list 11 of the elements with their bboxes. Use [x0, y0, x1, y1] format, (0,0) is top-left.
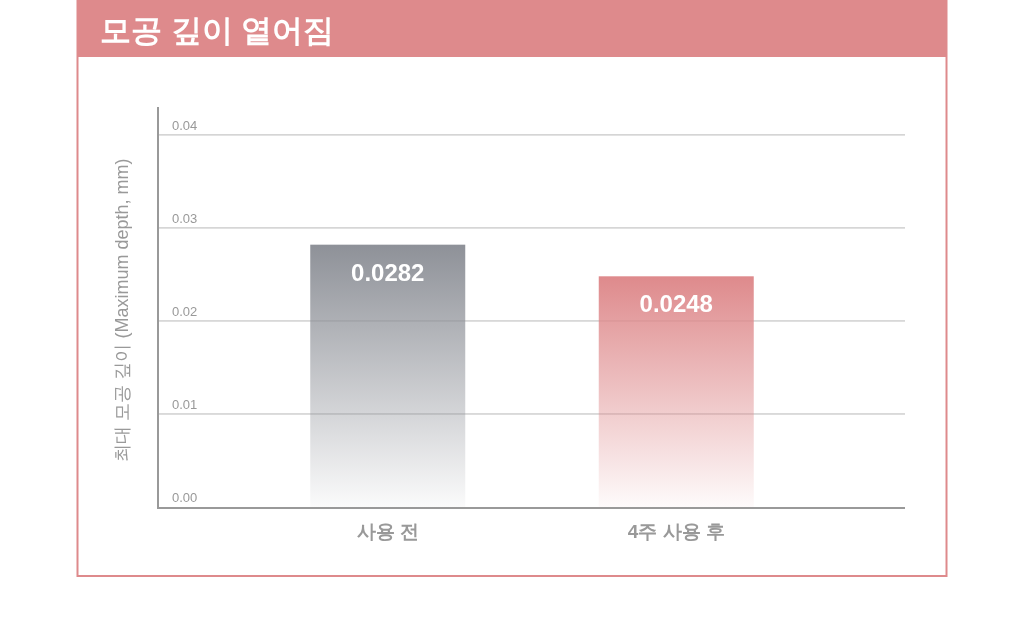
y-tick-label: 0.03 — [172, 210, 198, 226]
y-tick-label: 0.00 — [172, 490, 198, 505]
y-tick-label: 0.04 — [172, 117, 198, 133]
x-tick-label: 사용 전 — [356, 521, 419, 542]
data-label: 0.0282 — [351, 258, 425, 286]
chart-title: 모공 깊이 옅어짐 — [100, 13, 335, 48]
data-label: 0.0248 — [639, 290, 713, 318]
y-tick-label: 0.02 — [172, 303, 198, 319]
x-tick-label: 4주 사용 후 — [627, 521, 725, 542]
y-axis-title: 최대 모공 깊이 (Maximum depth, mm) — [112, 158, 132, 462]
y-tick-label: 0.01 — [172, 396, 198, 412]
